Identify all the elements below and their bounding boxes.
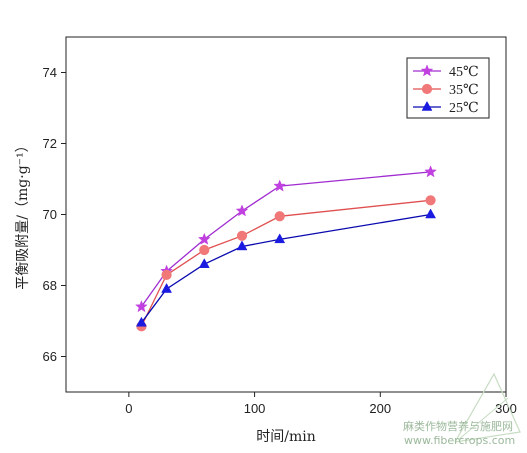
x-axis-title: 时间/min	[256, 429, 316, 445]
x-tick-label: 200	[369, 401, 391, 416]
series-3-point	[198, 258, 210, 268]
series-line-3	[140, 213, 431, 324]
y-tick-label: 74	[43, 65, 57, 80]
watermark: 麻类作物营养与施肥网 www.fibercrops.com	[403, 372, 521, 447]
watermark-leaf-vein-icon	[457, 397, 509, 441]
series-2-point	[161, 269, 172, 280]
legend-label: 25℃	[449, 101, 479, 116]
legend-label: 45℃	[449, 65, 479, 80]
legend-marker	[421, 83, 433, 95]
series-3-point	[274, 233, 286, 244]
y-tick-label: 68	[43, 278, 57, 293]
legend-box	[406, 57, 490, 119]
series-lines	[140, 171, 431, 327]
y-tick-label: 70	[43, 207, 57, 222]
y-axis-title: 平衡吸附量/（mg·g⁻¹）	[15, 138, 31, 289]
legend-marker	[420, 64, 434, 77]
series-1-point	[424, 165, 437, 178]
legend: 45℃ 35℃ 25℃	[406, 57, 490, 119]
y-tick-label: 72	[43, 136, 57, 151]
y-tick-label: 66	[43, 349, 57, 364]
series-2-point	[274, 211, 285, 222]
watermark-leaf-icon	[454, 372, 521, 443]
series-1-point	[273, 179, 287, 192]
x-axis: 0 100 200 300	[125, 392, 517, 416]
series-2-point	[236, 230, 248, 241]
series-line-2	[140, 199, 431, 327]
series-3-point	[136, 316, 147, 327]
series-line-1	[140, 171, 431, 308]
x-tick-label: 100	[244, 401, 266, 416]
series-3-point	[161, 283, 172, 293]
watermark-line-2: www.fibercrops.com	[404, 434, 515, 447]
x-tick-label: 300	[495, 401, 517, 416]
series-2-point	[425, 195, 436, 206]
x-tick-label: 0	[125, 401, 132, 416]
legend-label: 35℃	[449, 83, 479, 98]
legend-marker	[421, 100, 433, 111]
series-1-point	[235, 204, 249, 217]
y-axis: 66 68 70 72 74	[43, 65, 66, 364]
series-1-point	[135, 300, 148, 313]
series-markers	[135, 165, 437, 332]
legend-items: 45℃ 35℃ 25℃	[413, 64, 479, 116]
series-1-point	[197, 232, 211, 245]
series-3-point	[425, 208, 436, 219]
watermark-line-1: 麻类作物营养与施肥网	[403, 419, 513, 433]
series-2-point	[199, 244, 210, 256]
series-3-point	[236, 240, 248, 251]
